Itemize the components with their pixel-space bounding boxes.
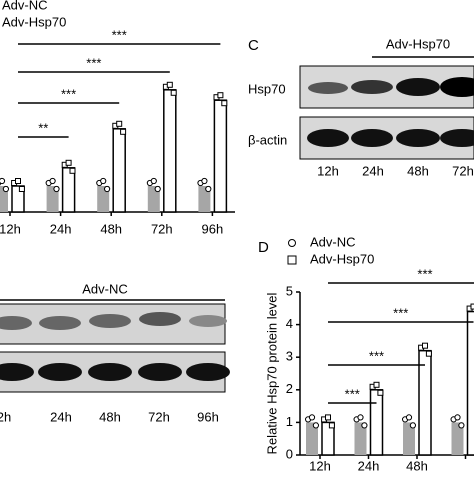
lane-label: 2h bbox=[0, 409, 11, 424]
significance-label: *** bbox=[112, 27, 127, 42]
point bbox=[459, 423, 464, 428]
legend-symbol bbox=[288, 256, 296, 264]
legend-label: Adv-Hsp70 bbox=[2, 14, 66, 29]
point bbox=[426, 351, 431, 356]
significance-label: *** bbox=[369, 348, 384, 363]
point bbox=[358, 415, 363, 420]
y-tick-label: 1 bbox=[286, 414, 293, 429]
point bbox=[378, 390, 383, 395]
blot-title: Adv-Hsp70 bbox=[386, 36, 450, 51]
x-tick-label: 48h bbox=[100, 221, 122, 236]
point bbox=[326, 415, 331, 420]
legend-label: Adv-Hsp70 bbox=[310, 251, 374, 266]
x-tick-label: 48h bbox=[406, 458, 428, 473]
point bbox=[309, 415, 314, 420]
bands bbox=[307, 77, 474, 147]
point bbox=[218, 93, 223, 98]
point bbox=[410, 423, 415, 428]
y-axis-label: Relative Hsp70 protein level bbox=[264, 292, 279, 454]
point bbox=[423, 343, 428, 348]
lane-label: 24h bbox=[50, 409, 72, 424]
significance-label: *** bbox=[393, 305, 408, 320]
bar bbox=[419, 351, 431, 455]
point bbox=[222, 101, 227, 106]
lane-label: 72h bbox=[148, 409, 170, 424]
significance-label: *** bbox=[345, 386, 360, 401]
bar bbox=[164, 90, 176, 212]
point bbox=[0, 178, 5, 183]
point bbox=[66, 160, 71, 165]
point bbox=[171, 90, 176, 95]
point bbox=[117, 121, 122, 126]
row-label: Hsp70 bbox=[248, 81, 286, 96]
y-tick-label: 2 bbox=[286, 381, 293, 396]
x-tick-label: 72h bbox=[151, 221, 173, 236]
point bbox=[151, 178, 156, 183]
point bbox=[313, 423, 318, 428]
point bbox=[406, 415, 411, 420]
point bbox=[167, 82, 172, 87]
significance-label: *** bbox=[86, 55, 101, 70]
significance-label: ** bbox=[38, 120, 48, 135]
x-tick-label: 96h bbox=[202, 221, 224, 236]
point bbox=[374, 382, 379, 387]
x-tick-label: 24h bbox=[50, 221, 72, 236]
y-tick-label: 4 bbox=[286, 316, 293, 331]
bar bbox=[371, 390, 383, 455]
point bbox=[50, 178, 55, 183]
x-tick-label: 12h bbox=[309, 458, 331, 473]
significance-label: *** bbox=[61, 86, 76, 101]
point bbox=[155, 186, 160, 191]
bar bbox=[113, 129, 125, 212]
point bbox=[362, 423, 367, 428]
y-tick-label: 0 bbox=[286, 446, 293, 461]
point bbox=[105, 186, 110, 191]
lane-label: 48h bbox=[99, 409, 121, 424]
legend-label: Adv-NC bbox=[2, 0, 48, 12]
x-tick-label: 12h bbox=[0, 221, 21, 236]
point bbox=[329, 423, 334, 428]
point bbox=[54, 186, 59, 191]
lane-label: 48h bbox=[407, 163, 429, 178]
point bbox=[455, 415, 460, 420]
point bbox=[121, 129, 126, 134]
point bbox=[70, 168, 75, 173]
point bbox=[206, 186, 211, 191]
point bbox=[19, 187, 24, 192]
significance-label: *** bbox=[417, 266, 432, 281]
lane-label: 24h bbox=[362, 163, 384, 178]
point bbox=[202, 178, 207, 183]
bar bbox=[63, 168, 75, 212]
lane-label: 72h bbox=[452, 163, 474, 178]
y-tick-label: 3 bbox=[286, 349, 293, 364]
x-tick-label: 24h bbox=[358, 458, 380, 473]
row-label: β-actin bbox=[248, 132, 287, 147]
panel-label: C bbox=[248, 37, 259, 54]
legend-label: Adv-NC bbox=[310, 234, 356, 249]
point bbox=[3, 186, 8, 191]
legend-symbol bbox=[289, 240, 296, 247]
bar bbox=[214, 100, 226, 212]
lane-label: 96h bbox=[197, 409, 219, 424]
lane-label: 12h bbox=[317, 163, 339, 178]
point bbox=[101, 178, 106, 183]
blot-title: Adv-NC bbox=[82, 281, 128, 296]
panel-label: D bbox=[258, 239, 269, 256]
y-tick-label: 5 bbox=[286, 283, 293, 298]
bar bbox=[468, 312, 474, 455]
point bbox=[16, 179, 21, 184]
